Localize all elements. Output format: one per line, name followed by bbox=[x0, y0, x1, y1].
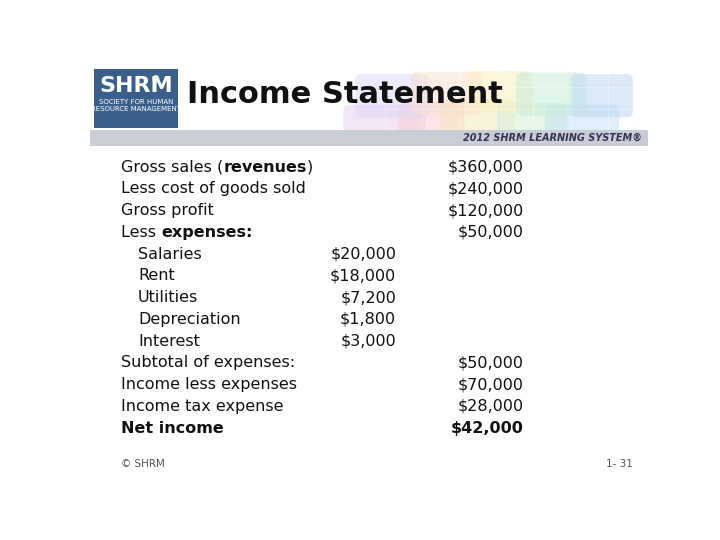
Text: $240,000: $240,000 bbox=[448, 181, 524, 197]
Text: Interest: Interest bbox=[138, 334, 200, 349]
Text: Rent: Rent bbox=[138, 268, 175, 284]
FancyBboxPatch shape bbox=[516, 72, 586, 116]
FancyBboxPatch shape bbox=[441, 99, 515, 146]
FancyBboxPatch shape bbox=[411, 72, 482, 115]
Text: RESOURCE MANAGEMENT: RESOURCE MANAGEMENT bbox=[91, 106, 181, 112]
Text: $120,000: $120,000 bbox=[448, 203, 524, 218]
Text: Income tax expense: Income tax expense bbox=[121, 399, 284, 414]
Text: Subtotal of expenses:: Subtotal of expenses: bbox=[121, 355, 295, 370]
Text: SOCIETY FOR HUMAN: SOCIETY FOR HUMAN bbox=[99, 99, 173, 105]
FancyBboxPatch shape bbox=[497, 103, 567, 153]
Text: SHRM: SHRM bbox=[99, 76, 173, 96]
Text: $70,000: $70,000 bbox=[458, 377, 524, 392]
FancyBboxPatch shape bbox=[467, 71, 534, 112]
Text: $28,000: $28,000 bbox=[458, 399, 524, 414]
FancyBboxPatch shape bbox=[355, 74, 429, 117]
FancyBboxPatch shape bbox=[343, 105, 426, 156]
Bar bbox=[90, 130, 648, 146]
Bar bbox=[90, 65, 648, 130]
Bar bbox=[94, 70, 178, 128]
Text: $50,000: $50,000 bbox=[458, 355, 524, 370]
Text: $360,000: $360,000 bbox=[448, 160, 524, 175]
Text: $42,000: $42,000 bbox=[451, 421, 524, 436]
Bar bbox=[90, 146, 648, 469]
Text: $3,000: $3,000 bbox=[341, 334, 396, 349]
FancyBboxPatch shape bbox=[570, 74, 633, 117]
Text: revenues: revenues bbox=[223, 160, 307, 175]
Text: 2012 SHRM LEARNING SYSTEM®: 2012 SHRM LEARNING SYSTEM® bbox=[463, 133, 642, 143]
Text: ): ) bbox=[307, 160, 313, 175]
Text: Utilities: Utilities bbox=[138, 290, 198, 305]
Text: ®: ® bbox=[151, 75, 161, 85]
Text: Gross sales (: Gross sales ( bbox=[121, 160, 223, 175]
Text: expenses:: expenses: bbox=[161, 225, 253, 240]
Text: $1,800: $1,800 bbox=[340, 312, 396, 327]
Text: Income less expenses: Income less expenses bbox=[121, 377, 297, 392]
Text: Less: Less bbox=[121, 225, 161, 240]
Text: 1- 31: 1- 31 bbox=[606, 458, 632, 469]
FancyBboxPatch shape bbox=[545, 105, 619, 156]
Text: © SHRM: © SHRM bbox=[121, 458, 165, 469]
Text: $20,000: $20,000 bbox=[330, 247, 396, 262]
Text: Less cost of goods sold: Less cost of goods sold bbox=[121, 181, 306, 197]
Text: Net income: Net income bbox=[121, 421, 224, 436]
Text: Income Statement: Income Statement bbox=[187, 79, 503, 109]
Text: $18,000: $18,000 bbox=[330, 268, 396, 284]
Text: Salaries: Salaries bbox=[138, 247, 202, 262]
Text: $50,000: $50,000 bbox=[458, 225, 524, 240]
Text: Depreciation: Depreciation bbox=[138, 312, 240, 327]
Text: $7,200: $7,200 bbox=[341, 290, 396, 305]
Text: Gross profit: Gross profit bbox=[121, 203, 214, 218]
FancyBboxPatch shape bbox=[397, 103, 464, 150]
